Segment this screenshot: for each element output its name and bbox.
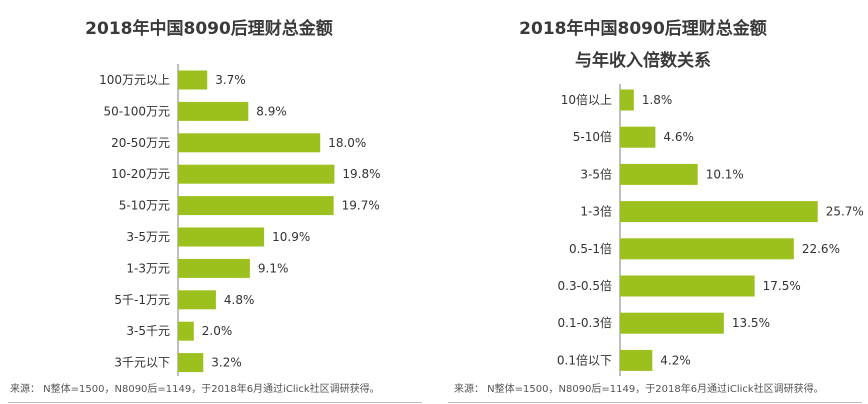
source-note-right: 来源： N整体=1500，N8090后=1149，于2018年6月通过iClic… [454,384,824,395]
right-category-label: 5-10倍 [573,129,612,144]
left-category-label: 3-5万元 [126,230,170,244]
left-value-label: 19.7% [342,199,380,213]
left-value-label: 19.8% [342,167,380,181]
right-value-label: 25.7% [826,205,864,219]
chart-subtitle-right: 与年收入倍数关系 [575,51,711,71]
left-bar [178,70,208,90]
left-bar [178,101,249,121]
left-value-label: 2.0% [202,324,233,338]
left-category-label: 100万元以上 [99,73,170,87]
divider-left [8,402,422,403]
right-bar [620,89,634,111]
bar-chart-left: 100万元以上 3.7% 50-100万元 8.9% 20-50万元 18.0% 10-20… [99,64,381,376]
right-category-label: 10倍以上 [561,92,612,107]
left-bar [178,321,194,341]
right-category-label: 3-5倍 [580,166,612,181]
right-bar [620,163,698,185]
right-value-label: 10.1% [706,167,744,181]
right-bar [620,126,656,148]
right-category-label: 0.3-0.5倍 [558,278,613,293]
right-value-label: 4.2% [660,353,691,367]
left-value-label: 3.7% [215,73,246,87]
chart-title-right: 2018年中国8090后理财总金额 [519,19,767,39]
left-value-label: 4.8% [224,293,255,307]
left-value-label: 18.0% [328,136,366,150]
right-bar [620,312,724,334]
left-category-label: 3-5千元 [126,324,170,338]
left-bar [178,164,335,184]
bar-chart-right: 10倍以上 1.8% 5-10倍 4.6% 3-5倍 10.1% 1-3倍 25.7% 0.5-… [557,84,864,376]
divider-right [448,402,862,403]
right-bar [620,238,794,260]
left-value-label: 9.1% [258,261,289,275]
left-category-label: 5-10万元 [119,199,170,213]
left-value-label: 8.9% [256,104,287,118]
left-bar [178,227,265,247]
left-bar [178,258,250,278]
right-category-label: 0.1倍以下 [557,352,612,367]
right-category-label: 0.5-1倍 [569,241,612,256]
right-bar [620,349,653,371]
right-value-label: 22.6% [802,242,840,256]
chart-panel-left: 2018年中国8090后理财总金额 100万元以上 3.7% 50-100万元 8.9… [8,19,422,403]
chart-panel-right: 2018年中国8090后理财总金额 与年收入倍数关系 10倍以上 1.8% 5-10… [434,0,868,404]
left-bar [178,133,321,153]
right-bar [620,275,755,297]
left-bar [178,290,216,310]
right-value-label: 17.5% [763,279,801,293]
left-category-label: 50-100万元 [103,104,170,118]
left-category-label: 20-50万元 [111,136,170,150]
left-category-label: 3千元以下 [114,356,170,370]
left-bar [178,196,334,216]
left-bar [178,353,204,373]
left-category-label: 10-20万元 [111,167,170,181]
left-category-label: 1-3万元 [126,261,170,275]
right-value-label: 4.6% [663,130,694,144]
source-note-left: 来源： N整体=1500，N8090后=1149，于2018年6月通过iClic… [10,384,380,395]
right-bar [620,201,818,223]
right-category-label: 0.1-0.3倍 [558,315,613,330]
right-value-label: 13.5% [732,316,770,330]
right-category-label: 1-3倍 [580,204,612,219]
right-value-label: 1.8% [642,93,673,107]
left-value-label: 3.2% [211,356,242,370]
left-category-label: 5千-1万元 [114,293,170,307]
chart-title-left: 2018年中国8090后理财总金额 [85,19,333,39]
left-value-label: 10.9% [272,230,310,244]
